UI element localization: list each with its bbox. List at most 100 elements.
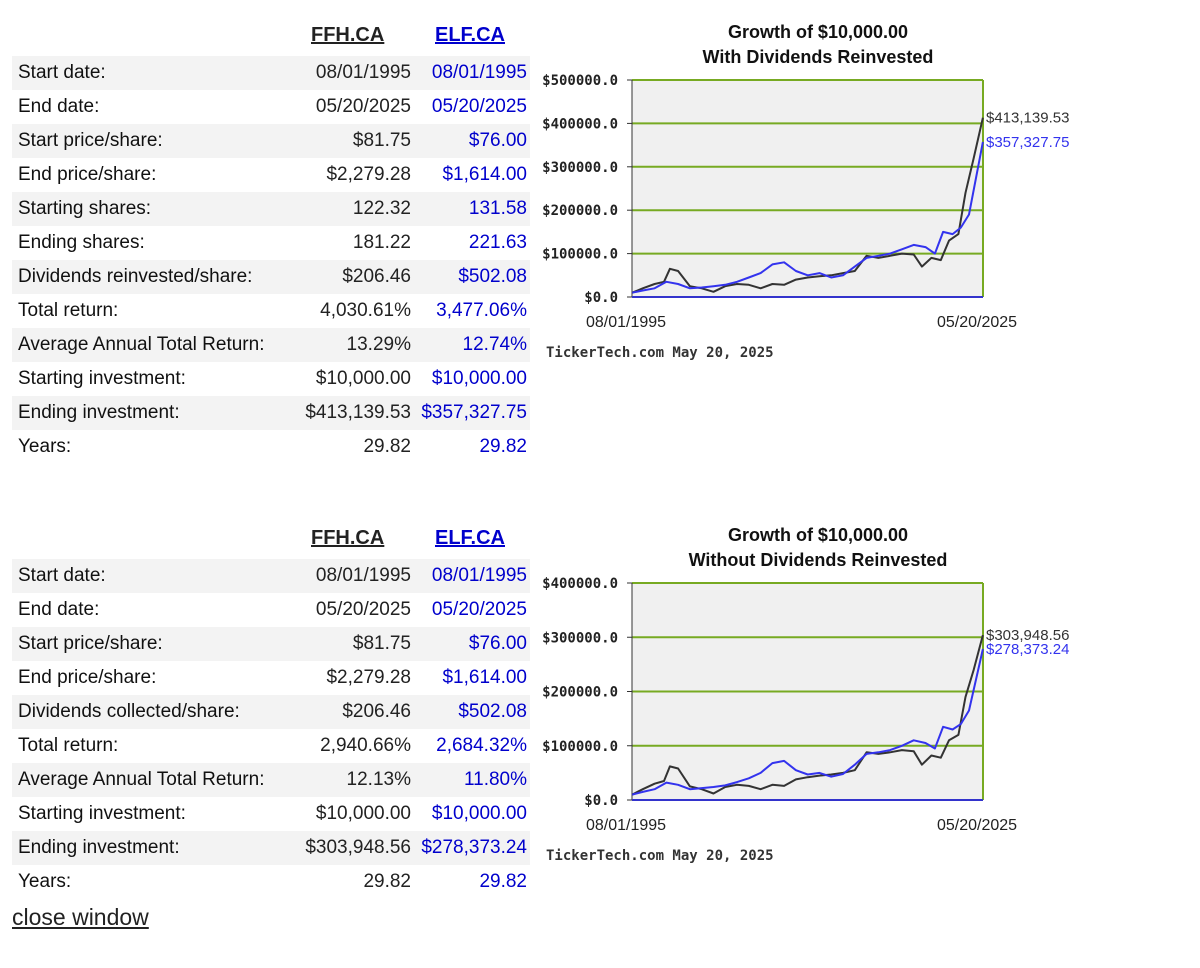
series-line-elf-ca bbox=[631, 141, 984, 294]
chart-footer: TickerTech.com May 20, 2025 bbox=[546, 345, 774, 361]
ffh-value: $81.75 bbox=[288, 627, 414, 661]
end-value-label: $278,373.24 bbox=[986, 641, 1069, 658]
y-tick-label: $200000.0 bbox=[542, 203, 618, 219]
y-tick-label: $0.0 bbox=[584, 290, 618, 306]
row-label: Total return: bbox=[18, 735, 119, 756]
row-label: Dividends reinvested/share: bbox=[12, 260, 288, 294]
y-tick-label: $200000.0 bbox=[542, 685, 618, 701]
y-tick-label: $300000.0 bbox=[542, 160, 618, 176]
table-row: Start price/share: $81.75 $76.00 bbox=[12, 627, 530, 661]
ffh-value: $206.46 bbox=[288, 260, 414, 294]
stats-table: Start date: 08/01/1995 08/01/1995 End date:… bbox=[12, 56, 530, 464]
elf-value: $76.00 bbox=[414, 124, 530, 158]
elf-value: $1,614.00 bbox=[442, 164, 527, 185]
end-value-label: $357,327.75 bbox=[986, 134, 1069, 151]
table-row: Average Annual Total Return: 13.29% 12.74% bbox=[12, 328, 530, 362]
ticker-link-ffh[interactable]: FFH.CA bbox=[311, 24, 385, 46]
row-label: End date: bbox=[18, 96, 100, 117]
y-tick-label: $100000.0 bbox=[542, 739, 618, 755]
row-label: Ending shares: bbox=[18, 232, 145, 253]
elf-value: 2,684.32% bbox=[436, 735, 527, 756]
row-label: Start price/share: bbox=[12, 627, 288, 661]
growth-chart: $0.0 $100000.0 $200000.0 $300000.0 $400000.0… bbox=[542, 73, 1069, 361]
end-value-label: $413,139.53 bbox=[986, 110, 1069, 127]
elf-value: 08/01/1995 bbox=[414, 559, 530, 593]
chart-title-line: Growth of $10,000.00 bbox=[727, 525, 909, 545]
y-tick-label: $0.0 bbox=[584, 793, 618, 809]
table-row: Dividends reinvested/share: $206.46 $502.0… bbox=[12, 260, 530, 294]
ffh-value: $10,000.00 bbox=[315, 803, 411, 824]
growth-chart: $0.0 $100000.0 $200000.0 $300000.0 $400000.0… bbox=[542, 576, 1069, 864]
close-window-link[interactable]: close window bbox=[12, 904, 149, 930]
row-label: Average Annual Total Return: bbox=[12, 328, 288, 362]
y-tick-label: $400000.0 bbox=[542, 116, 618, 132]
elf-value: 12.74% bbox=[414, 328, 530, 362]
elf-value: $357,327.75 bbox=[414, 396, 530, 430]
chart-title: Growth of $10,000.00 With Dividends Rein… bbox=[612, 20, 1024, 70]
table-row: Dividends collected/share: $206.46 $502.08 bbox=[12, 695, 530, 729]
x-tick-label: 08/01/1995 bbox=[586, 314, 666, 331]
ffh-value: 4,030.61% bbox=[320, 300, 411, 321]
table-row: End price/share: $2,279.28 $1,614.00 bbox=[12, 661, 530, 695]
elf-value: $1,614.00 bbox=[442, 667, 527, 688]
row-label: Start price/share: bbox=[12, 124, 288, 158]
y-tick-label: $300000.0 bbox=[542, 630, 618, 646]
stats-table: Start date: 08/01/1995 08/01/1995 End date:… bbox=[12, 559, 530, 899]
elf-value: $502.08 bbox=[414, 695, 530, 729]
elf-value: $10,000.00 bbox=[431, 803, 527, 824]
table-row: Average Annual Total Return: 12.13% 11.80% bbox=[12, 763, 530, 797]
ffh-value: 08/01/1995 bbox=[288, 56, 414, 90]
table-row: Start date: 08/01/1995 08/01/1995 bbox=[12, 56, 530, 90]
table-row: Ending investment: $303,948.56 $278,373.24 bbox=[12, 831, 530, 865]
table-row: Start date: 08/01/1995 08/01/1995 bbox=[12, 559, 530, 593]
elf-value: 3,477.06% bbox=[436, 300, 527, 321]
ffh-value: $2,279.28 bbox=[326, 164, 411, 185]
row-label: Starting investment: bbox=[18, 368, 186, 389]
ticker-link-ffh[interactable]: FFH.CA bbox=[311, 527, 385, 549]
table-row: Ending investment: $413,139.53 $357,327.75 bbox=[12, 396, 530, 430]
row-label: Average Annual Total Return: bbox=[12, 763, 288, 797]
ffh-value: 29.82 bbox=[363, 871, 411, 892]
table-row: Starting investment: $10,000.00 $10,000.00 bbox=[12, 797, 530, 831]
elf-value: 29.82 bbox=[479, 871, 527, 892]
x-tick-label: 05/20/2025 bbox=[937, 817, 1017, 834]
elf-value: $502.08 bbox=[414, 260, 530, 294]
row-label: Ending investment: bbox=[12, 396, 288, 430]
series-line-ffh-ca bbox=[631, 117, 984, 294]
ffh-value: $2,279.28 bbox=[326, 667, 411, 688]
table-row: Start price/share: $81.75 $76.00 bbox=[12, 124, 530, 158]
elf-value: 08/01/1995 bbox=[414, 56, 530, 90]
chart-subtitle: Without Dividends Reinvested bbox=[688, 550, 948, 570]
row-label: Ending investment: bbox=[12, 831, 288, 865]
ffh-value: 12.13% bbox=[288, 763, 414, 797]
row-label: End price/share: bbox=[18, 164, 157, 185]
series-line-ffh-ca bbox=[631, 634, 984, 796]
plot-area bbox=[632, 80, 983, 297]
series-line-elf-ca bbox=[631, 648, 984, 796]
row-label: Dividends collected/share: bbox=[12, 695, 288, 729]
table-row: End date: 05/20/2025 05/20/2025 bbox=[12, 593, 530, 627]
x-tick-label: 08/01/1995 bbox=[586, 817, 666, 834]
row-label: Start date: bbox=[12, 56, 288, 90]
ffh-value: 08/01/1995 bbox=[288, 559, 414, 593]
row-label: Starting investment: bbox=[18, 803, 186, 824]
elf-value: 221.63 bbox=[468, 232, 527, 253]
elf-value: $278,373.24 bbox=[414, 831, 530, 865]
ffh-value: 122.32 bbox=[288, 192, 414, 226]
ticker-link-elf[interactable]: ELF.CA bbox=[435, 527, 505, 549]
elf-value: 11.80% bbox=[414, 763, 530, 797]
table-row: Ending shares: 181.22 221.63 bbox=[12, 226, 530, 260]
elf-value: 29.82 bbox=[479, 436, 527, 457]
ffh-value: 05/20/2025 bbox=[315, 96, 411, 117]
elf-value: $76.00 bbox=[414, 627, 530, 661]
ffh-value: 29.82 bbox=[363, 436, 411, 457]
x-tick-label: 05/20/2025 bbox=[937, 314, 1017, 331]
row-label: Years: bbox=[18, 436, 72, 457]
ticker-link-elf[interactable]: ELF.CA bbox=[435, 24, 505, 46]
y-tick-label: $400000.0 bbox=[542, 576, 618, 592]
ffh-value: $10,000.00 bbox=[315, 368, 411, 389]
row-label: Start date: bbox=[12, 559, 288, 593]
row-label: Years: bbox=[18, 871, 72, 892]
y-tick-label: $100000.0 bbox=[542, 247, 618, 263]
elf-value: $10,000.00 bbox=[431, 368, 527, 389]
